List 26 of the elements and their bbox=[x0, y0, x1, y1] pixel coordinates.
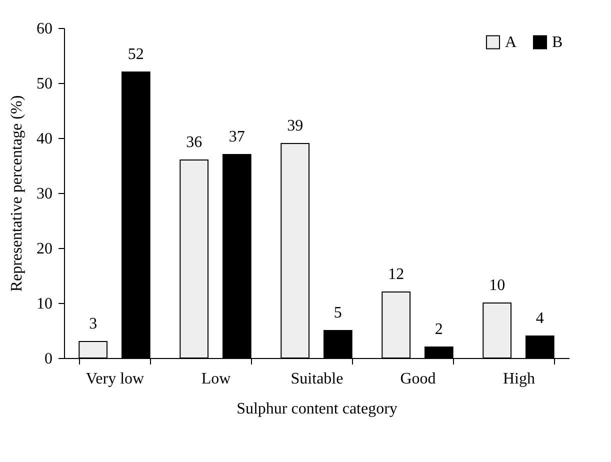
legend-label: A bbox=[505, 34, 517, 52]
y-tick-label: 20 bbox=[36, 240, 52, 258]
y-tick-label: 30 bbox=[36, 186, 52, 202]
y-tick-label: 50 bbox=[36, 76, 52, 92]
data-label: 52 bbox=[128, 46, 144, 63]
x-tick-label: Suitable bbox=[290, 370, 344, 388]
data-label: 2 bbox=[434, 321, 443, 338]
x-tick-label: High bbox=[503, 370, 535, 388]
x-axis-title: Sulphur content category bbox=[236, 400, 398, 418]
x-tick-label: Very low bbox=[86, 370, 145, 388]
y-tick-label: 40 bbox=[36, 130, 52, 148]
y-tick-label: 10 bbox=[36, 296, 52, 312]
data-label: 12 bbox=[388, 266, 404, 283]
y-tick-label: 0 bbox=[44, 350, 52, 368]
x-tick-label: Good bbox=[400, 370, 436, 388]
y-axis-title: Representative percentage (%) bbox=[8, 95, 26, 292]
data-label: 10 bbox=[489, 277, 506, 294]
legend-label: B bbox=[552, 34, 563, 52]
y-tick-label: 60 bbox=[36, 20, 52, 38]
data-label: 36 bbox=[186, 134, 202, 151]
data-label: 3 bbox=[89, 316, 98, 332]
data-label: 37 bbox=[228, 128, 245, 146]
data-label: 39 bbox=[287, 118, 304, 134]
data-label: 4 bbox=[536, 310, 544, 327]
x-tick-label: Low bbox=[201, 370, 232, 388]
data-label: 5 bbox=[334, 304, 342, 322]
